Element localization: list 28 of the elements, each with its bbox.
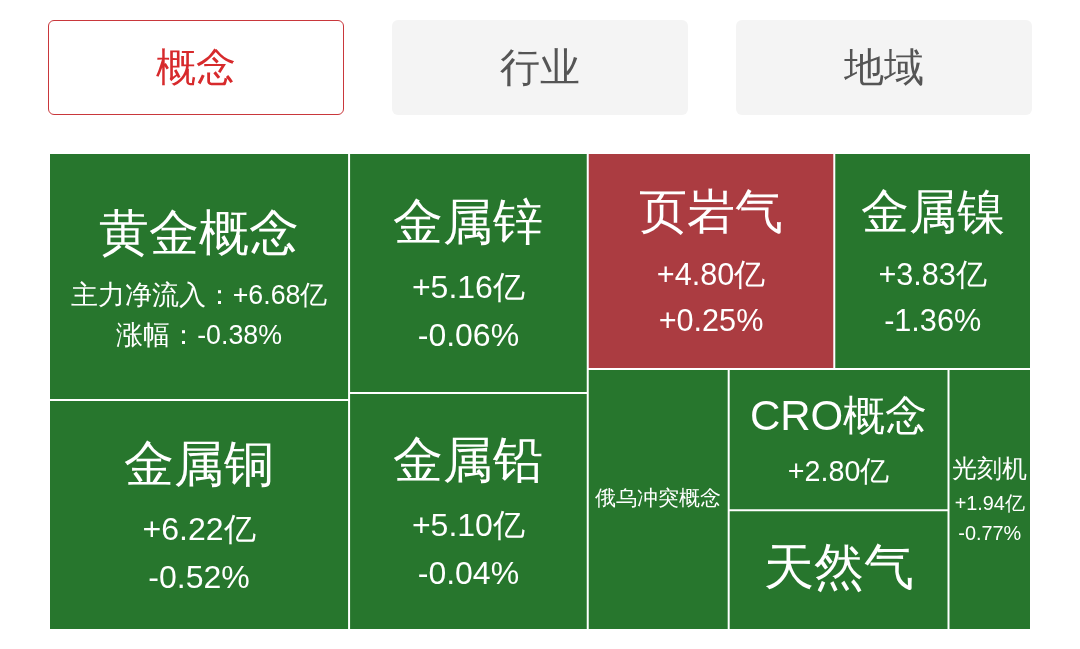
category-label: 页岩气 xyxy=(639,185,784,239)
data-label: +6.22亿 xyxy=(142,510,256,547)
category-label: CRO概念 xyxy=(749,391,928,439)
data-label: 涨幅：-0.38% xyxy=(116,319,282,350)
category-label: 金属锌 xyxy=(393,193,544,250)
data-label: +2.80亿 xyxy=(787,455,890,488)
data-label: 主力净流入：+6.68亿 xyxy=(70,279,328,310)
data-label: -0.77% xyxy=(958,521,1022,544)
category-label: 金属铅 xyxy=(393,432,544,489)
data-label: -0.04% xyxy=(417,555,520,592)
category-label: 天然气 xyxy=(763,538,914,595)
text: 地域 xyxy=(844,44,924,91)
data-label: +5.16亿 xyxy=(411,268,525,305)
data-label: +0.25% xyxy=(658,302,764,337)
category-label: 黄金概念 xyxy=(99,205,300,262)
data-label: -1.36% xyxy=(884,302,982,337)
category-label: 金属镍 xyxy=(860,185,1005,239)
data-label: +1.94亿 xyxy=(954,491,1025,514)
data-label: +5.10亿 xyxy=(411,507,525,544)
category-label: 光刻机 xyxy=(952,454,1028,482)
text: 概念 xyxy=(156,44,236,91)
category-label: 俄乌冲突概念 xyxy=(595,486,722,510)
category-label: 金属铜 xyxy=(124,435,275,492)
data-label: +4.80亿 xyxy=(656,256,766,291)
data-label: -0.52% xyxy=(148,558,250,595)
data-label: +3.83亿 xyxy=(878,256,987,291)
text: 行业 xyxy=(500,44,580,91)
data-label: -0.06% xyxy=(417,316,520,353)
